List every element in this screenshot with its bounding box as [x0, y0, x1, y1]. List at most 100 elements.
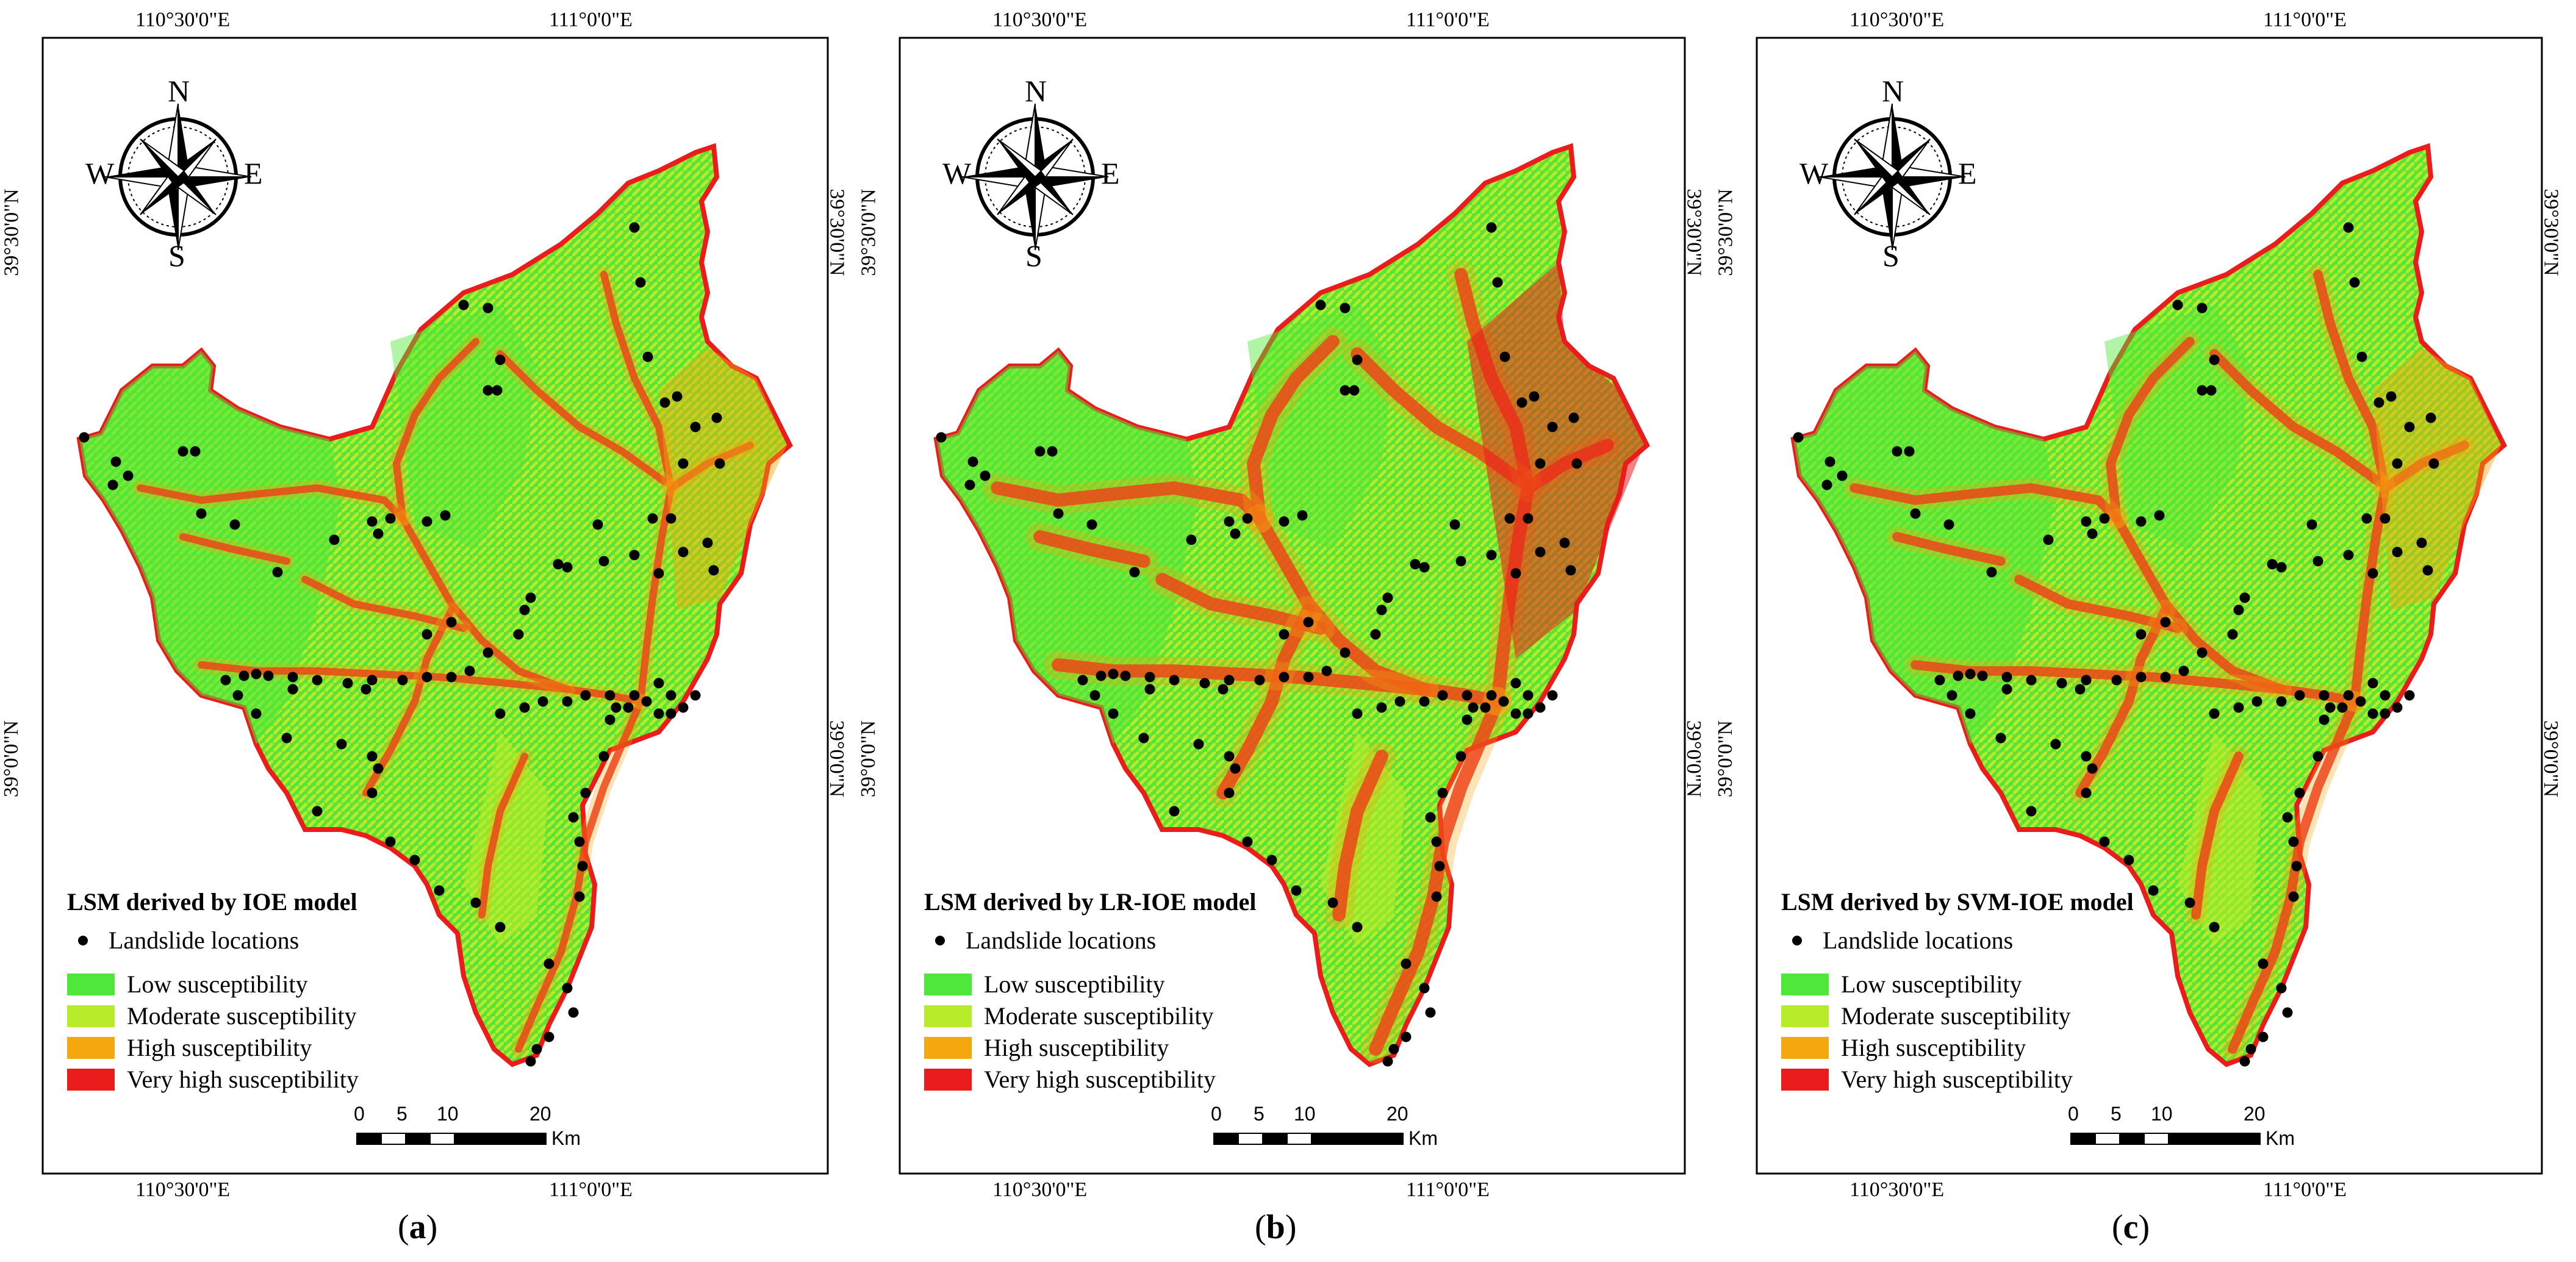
legend-low: Low susceptibility — [67, 970, 308, 998]
compass-w: W — [1799, 156, 1829, 190]
swatch-very-high — [67, 1068, 115, 1091]
scale-segment — [381, 1133, 406, 1145]
landslide-dot — [1934, 675, 1945, 686]
channel-buffer — [2186, 746, 2249, 925]
landslide-dot — [568, 1007, 579, 1018]
landslide-dot — [1455, 556, 1466, 567]
landslide-dot — [2386, 391, 2397, 402]
legend-low-label: Low susceptibility — [1841, 970, 2022, 998]
coord-right-lower: 39°0'0"N — [1682, 720, 1706, 798]
landslide-dot — [967, 456, 978, 467]
landslide-dot — [434, 885, 445, 896]
swatch-low — [67, 973, 115, 995]
compass-point — [178, 171, 216, 215]
landslide-dot — [537, 696, 548, 707]
coord-left-upper: 39°30'0"N — [1714, 188, 1737, 276]
legend-high: High susceptibility — [67, 1033, 312, 1062]
landslide-dot — [2136, 672, 2147, 683]
landslide-dot — [2197, 385, 2208, 396]
channel-line — [2106, 337, 2195, 523]
channel-buffer — [663, 437, 758, 496]
map-svg — [41, 37, 829, 1175]
compass-point — [997, 138, 1042, 178]
channel-buffer — [1844, 477, 2127, 529]
compass-point — [1854, 177, 1898, 215]
landslide-dot — [1254, 675, 1265, 686]
landslide-dot — [531, 1044, 542, 1055]
scale-unit: Km — [551, 1127, 581, 1149]
landslide-dot — [2197, 647, 2208, 658]
landslide-dot — [1498, 696, 1509, 707]
landslide-dot — [1523, 513, 1534, 524]
panel-caption: (a) — [398, 1208, 438, 1246]
coord-right-upper: 39°30'0"N — [825, 188, 849, 276]
landslide-dot — [2087, 763, 2098, 774]
compass-point — [1035, 177, 1108, 189]
landslide-dot — [1431, 891, 1442, 902]
channel-buffer — [297, 572, 472, 636]
coord-left-lower: 39°0'0"N — [1714, 720, 1737, 798]
landslide-dot — [2294, 690, 2305, 701]
scale-segment — [2144, 1133, 2169, 1145]
landslide-dot — [580, 690, 591, 701]
landslide-dot — [641, 696, 652, 707]
landslide-dot — [1303, 617, 1314, 628]
landslide-dot — [196, 508, 207, 519]
landslide-dot — [629, 690, 640, 701]
landslide-dot — [220, 675, 231, 686]
landslide-dot — [1340, 303, 1351, 314]
landslide-dot — [1230, 528, 1241, 539]
landslide-dot — [446, 617, 457, 628]
channel-buffer — [388, 334, 484, 526]
channel-line — [362, 606, 455, 797]
landslide-dot — [1910, 508, 1921, 519]
channel-buffer — [1208, 595, 1323, 808]
landslide-dot — [1480, 702, 1491, 713]
landslide-dot — [2209, 354, 2220, 365]
channel-buffer — [1239, 327, 1347, 533]
compass-s: S — [168, 238, 185, 273]
swatch-moderate — [1781, 1005, 1829, 1027]
landslide-dot — [2367, 678, 2378, 689]
compass-point — [1023, 177, 1035, 250]
landslide-dot — [2367, 708, 2378, 719]
landslide-dot — [678, 702, 689, 713]
compass-rose-icon — [104, 103, 252, 251]
landslide-dot — [1462, 714, 1473, 725]
landslide-dot — [2026, 675, 2037, 686]
coord-bottom-left: 110°30'0"E — [992, 1178, 1088, 1201]
landslide-dot — [2154, 510, 2165, 521]
landslide-dot — [1499, 351, 1510, 362]
channel-buffer — [2100, 331, 2200, 529]
legend-landslide: Landslide locations — [61, 926, 299, 955]
landslide-dot — [562, 696, 573, 707]
landslide-dot — [232, 690, 243, 701]
landslide-dot — [1437, 787, 1448, 798]
legend-high: High susceptibility — [924, 1033, 1169, 1062]
landslide-dot — [653, 678, 664, 689]
map-svg — [899, 37, 1686, 1175]
landslide-dot — [2227, 629, 2238, 640]
landslide-dot — [1401, 958, 1412, 969]
compass-point — [178, 104, 190, 177]
landslide-dot — [598, 751, 609, 762]
coord-bottom-right: 111°0'0"E — [549, 1178, 633, 1201]
channel-line — [478, 753, 528, 919]
landslide-dot — [1486, 690, 1497, 701]
landslide-dot — [1186, 534, 1197, 545]
channel-line — [667, 442, 754, 492]
landslide-dot — [2404, 421, 2415, 432]
landslide-dot — [525, 592, 536, 603]
landslide-dot — [495, 708, 506, 719]
scale-tick-0: 0 — [354, 1103, 365, 1125]
landslide-dot — [2425, 412, 2436, 423]
scale-segment — [429, 1133, 455, 1145]
channel-line — [399, 515, 644, 705]
coord-bottom-left: 110°30'0"E — [135, 1178, 231, 1201]
compass-point — [1886, 139, 1930, 177]
landslide-dot — [1419, 983, 1430, 994]
landslide-dot — [1977, 670, 1988, 681]
compass-point — [1892, 177, 1965, 189]
landslide-dot — [79, 432, 90, 443]
landslide-dot — [1946, 690, 1957, 701]
